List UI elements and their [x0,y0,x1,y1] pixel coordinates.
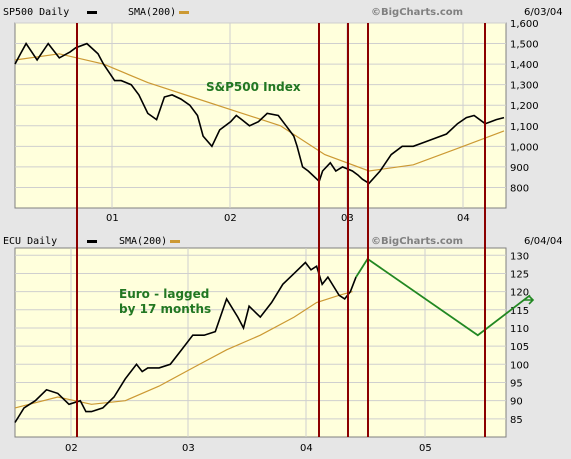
ecu-plot-area [14,247,507,438]
ecu-y-tick-label: 95 [510,378,523,389]
sp500-annotation: S&P500 Index [206,80,301,94]
sp500-date: 6/03/04 [524,7,563,18]
ecu-x-tick-label: 03 [182,443,195,454]
ecu-brand: ©BigCharts.com [371,236,463,247]
ecu-sma-label: SMA(200) [119,236,167,247]
ecu-sma-swatch [170,240,180,243]
ecu-date: 6/04/04 [524,236,563,247]
ecu-annotation-line1: Euro - lagged [119,287,209,301]
ecu-legend-swatch [87,240,97,243]
ecu-x-tick-label: 04 [300,443,313,454]
ecu-y-tick-label: 100 [510,360,529,371]
sp500-sma-line [14,53,505,172]
sp500-y-tick-label: 1,100 [510,122,539,133]
projection-arrow-icon [524,295,535,305]
ecu-y-tick-label: 85 [510,415,523,426]
sp500-x-tick-label: 01 [106,213,119,224]
ecu-grid [15,248,506,437]
ecu-y-tick-label: 120 [510,288,529,299]
sp500-y-tick-label: 1,400 [510,60,539,71]
sp500-plot-area [14,22,507,209]
sp500-brand: ©BigCharts.com [371,7,463,18]
sp500-sma-swatch [179,11,189,14]
sp500-y-tick-label: 900 [510,163,529,174]
sp500-y-tick-label: 1,500 [510,40,539,51]
ecu-title: ECU Daily [3,236,57,247]
sp500-grid [15,22,506,208]
ecu-y-tick-label: 90 [510,397,523,408]
ecu-y-tick-label: 105 [510,342,529,353]
sp500-panel: 800 900 1,000 1,100 1,200 1,300 1,400 1,500 1,60… [0,0,571,230]
sp500-legend-swatch [87,11,97,14]
sp500-y-tick-label: 1,000 [510,142,539,153]
sp500-y-axis: 800 900 1,000 1,100 1,200 1,300 1,400 1,500 1,60… [510,19,539,194]
sp500-y-tick-label: 800 [510,183,529,194]
ecu-panel: 85 90 95 100 105 110 115 120 125 130 02 03 04 05 ECU… [0,230,571,459]
sp500-title: SP500 Daily [3,7,69,18]
sp500-price-line [14,42,505,185]
ecu-x-tick-label: 05 [419,443,432,454]
ecu-x-tick-label: 02 [65,443,78,454]
ecu-y-tick-label: 115 [510,306,529,317]
ecu-y-tick-label: 110 [510,324,529,335]
ecu-x-axis: 02 03 04 05 [65,443,432,454]
sp500-x-tick-label: 02 [224,213,237,224]
ecu-annotation-line2: by 17 months [119,302,211,316]
ecu-projection-line [355,257,531,337]
ecu-price-line [14,261,357,423]
ecu-y-tick-label: 130 [510,251,529,262]
marker-lines [76,23,486,437]
sp500-y-tick-label: 1,600 [510,19,539,30]
ecu-sma-line [14,291,353,409]
ecu-y-axis: 85 90 95 100 105 110 115 120 125 130 [510,251,529,426]
sp500-y-tick-label: 1,200 [510,101,539,112]
sp500-y-tick-label: 1,300 [510,81,539,92]
ecu-y-tick-label: 125 [510,269,529,280]
sp500-x-tick-label: 04 [457,213,470,224]
sp500-sma-label: SMA(200) [128,7,176,18]
